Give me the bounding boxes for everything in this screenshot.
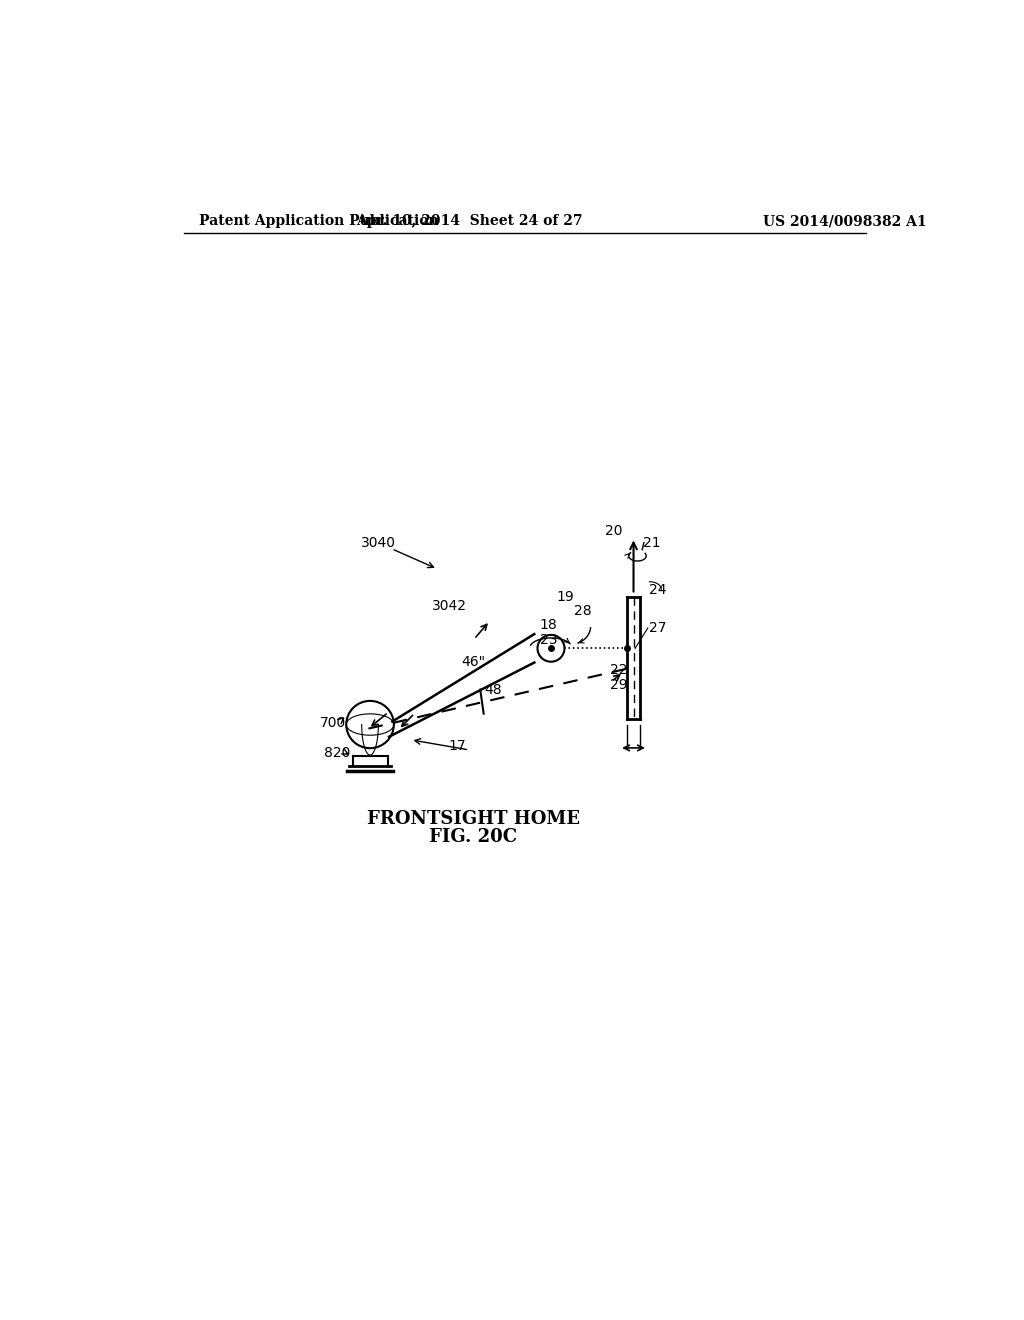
Text: 820: 820: [325, 746, 350, 760]
Text: 17: 17: [449, 739, 466, 752]
Text: 48: 48: [484, 682, 502, 697]
Text: 3040: 3040: [360, 536, 395, 549]
Text: 22: 22: [610, 663, 628, 677]
Text: US 2014/0098382 A1: US 2014/0098382 A1: [763, 214, 927, 228]
Text: 19: 19: [556, 590, 574, 605]
Text: 700: 700: [319, 715, 346, 730]
Text: 3042: 3042: [432, 598, 467, 612]
Text: 27: 27: [649, 620, 667, 635]
Text: 28: 28: [573, 603, 592, 618]
Text: 20: 20: [605, 524, 623, 539]
Text: FRONTSIGHT HOME: FRONTSIGHT HOME: [367, 810, 580, 828]
Text: Apr. 10, 2014  Sheet 24 of 27: Apr. 10, 2014 Sheet 24 of 27: [356, 214, 583, 228]
Text: 24: 24: [649, 583, 667, 598]
Text: 29: 29: [610, 678, 628, 692]
Text: 46": 46": [461, 655, 485, 668]
Text: 18: 18: [540, 618, 557, 632]
Text: Patent Application Publication: Patent Application Publication: [200, 214, 439, 228]
Text: FIG. 20C: FIG. 20C: [429, 829, 517, 846]
Text: 21: 21: [643, 536, 660, 549]
Text: 23: 23: [540, 634, 557, 647]
